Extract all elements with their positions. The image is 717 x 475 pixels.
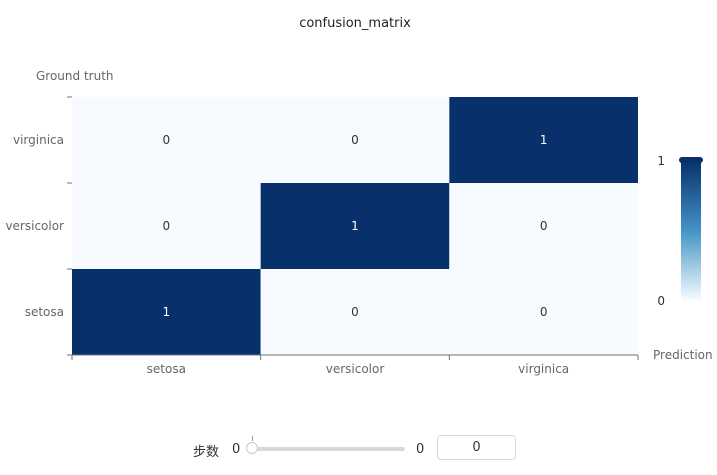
heatmap-cell-value-label: 0 bbox=[540, 219, 548, 233]
visual-map: 1 0 bbox=[657, 154, 703, 308]
heatmap-cell[interactable] bbox=[260, 183, 450, 269]
heatmap-cell[interactable] bbox=[449, 183, 638, 269]
heatmap-cell-value-label: 0 bbox=[163, 133, 171, 147]
x-axis-tick-label: setosa bbox=[147, 362, 186, 376]
confusion-matrix-chart: confusion_matrix Ground truth Prediction… bbox=[5, 16, 713, 376]
step-slider-row: 步数 0 0 bbox=[0, 434, 717, 464]
heatmap-cell[interactable] bbox=[260, 97, 450, 183]
slider-thumb[interactable] bbox=[246, 442, 258, 454]
y-axis-title: Ground truth bbox=[36, 69, 114, 83]
y-axis-tick-label: versicolor bbox=[5, 219, 64, 233]
heatmap-cell-value-label: 1 bbox=[540, 133, 548, 147]
y-axis-tick-label: setosa bbox=[25, 305, 64, 319]
x-axis-title: Prediction bbox=[653, 348, 713, 362]
visual-map-handle[interactable] bbox=[679, 157, 703, 163]
slider-min-label: 0 bbox=[232, 442, 241, 457]
step-input[interactable] bbox=[437, 435, 516, 460]
x-axis-tick-label: virginica bbox=[518, 362, 569, 376]
visual-map-min-label: 0 bbox=[657, 294, 665, 308]
heatmap-cell-value-label: 1 bbox=[351, 219, 359, 233]
slider-max-label: 0 bbox=[416, 442, 425, 457]
heatmap-cell[interactable] bbox=[449, 97, 638, 183]
slider-label: 步数 bbox=[193, 445, 220, 460]
heatmap-cell[interactable] bbox=[260, 269, 450, 355]
heatmap-cell-value-label: 0 bbox=[540, 305, 548, 319]
heatmap-cell[interactable] bbox=[72, 269, 261, 355]
slider-tick-mark bbox=[252, 436, 253, 441]
slider-track[interactable] bbox=[253, 447, 405, 451]
heatmap-cell[interactable] bbox=[72, 183, 261, 269]
heatmap-cell-value-label: 1 bbox=[163, 305, 171, 319]
y-axis-tick-label: virginica bbox=[13, 133, 64, 147]
heatmap-axes: setosa versicolor virginica setosa versicolo… bbox=[5, 96, 639, 376]
visual-map-gradient-bar[interactable] bbox=[681, 160, 701, 300]
heatmap-cells: 1 0 0 0 1 0 0 0 1 bbox=[72, 97, 638, 355]
chart-title: confusion_matrix bbox=[299, 16, 411, 31]
heatmap-cell[interactable] bbox=[449, 269, 638, 355]
x-axis-tick-label: versicolor bbox=[326, 362, 385, 376]
visual-map-max-label: 1 bbox=[657, 154, 665, 168]
heatmap-cell[interactable] bbox=[72, 97, 261, 183]
heatmap-cell-value-label: 0 bbox=[351, 305, 359, 319]
heatmap-cell-value-label: 0 bbox=[351, 133, 359, 147]
heatmap-cell-value-label: 0 bbox=[163, 219, 171, 233]
